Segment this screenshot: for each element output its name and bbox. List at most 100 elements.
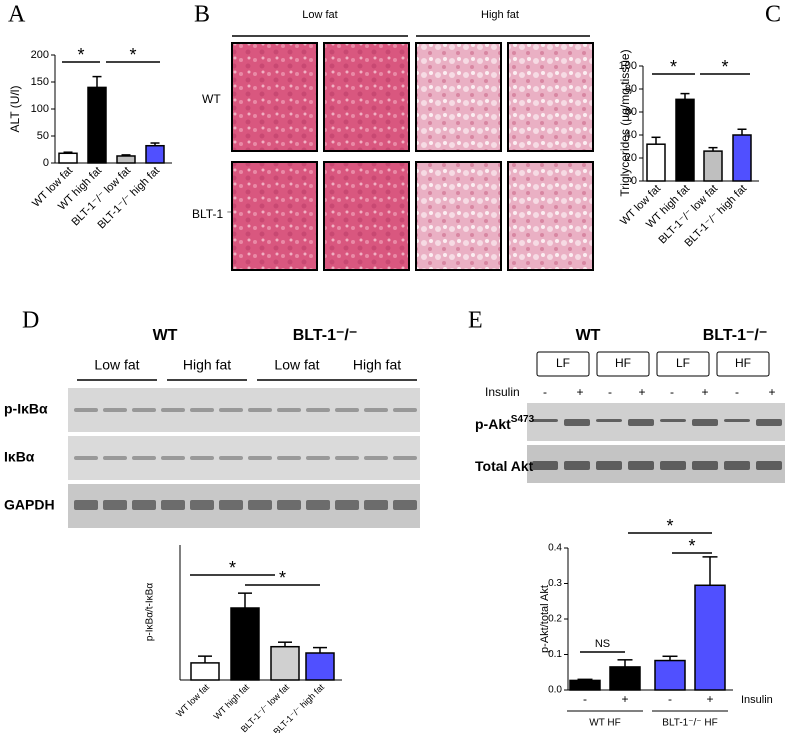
treatment-level: - [543,385,547,399]
bar [694,584,726,691]
blot-band [132,500,156,510]
blot-band [335,408,359,412]
blot-band [103,500,127,510]
y-tick-label: 0.1 [548,649,562,660]
bar [270,645,300,681]
x-tick-label: WT low fat [174,682,211,719]
blot-band [74,456,98,460]
significance-label: * [721,57,728,77]
blot-band [190,456,214,460]
blot-band [532,461,558,470]
histology-image [415,161,502,271]
blot-label: IκBα [4,449,35,465]
x-axis-label: Insulin [741,694,773,706]
significance-label: * [688,536,695,556]
treatment-level: + [576,385,583,399]
bar [305,652,335,681]
y-axis-label: p-Akt/total Akt [539,585,551,653]
column-label: Low fat [302,9,337,21]
diet-label: LF [676,356,690,370]
y-tick-label: 100 [619,60,637,72]
blot-name: Total Akt [475,458,534,474]
y-tick-label: 20 [625,152,637,164]
y-axis-label: p-IκBα/t-IκBα [145,583,156,641]
significance-label: * [77,45,84,65]
blot-band [248,456,272,460]
blot-band [364,408,388,412]
blot-band [596,461,622,470]
y-tick-label: 40 [625,129,637,141]
y-tick-label: 0.2 [548,614,562,625]
blot-band [277,456,301,460]
bar [569,679,601,691]
x-tick-label: + [621,692,628,706]
genotype-label: WT [153,327,178,344]
blot-band [724,461,750,470]
blot-band [103,456,127,460]
treatment-level: - [670,385,674,399]
y-tick-label: 150 [31,76,49,88]
y-tick-label: 0.4 [548,543,562,554]
significance-label: * [666,516,673,536]
diet-box [536,351,590,377]
bar [58,152,78,164]
bar [116,155,136,164]
diet-label: High fat [353,357,401,373]
treatment-level: + [768,385,775,399]
histology-image [415,42,502,152]
blot-band [132,456,156,460]
blot-band [277,500,301,510]
significance-label: * [129,45,136,65]
diet-label: High fat [183,357,231,373]
diet-label: Low fat [274,357,319,373]
blot-name: p-Akt [475,416,511,432]
blot-band [277,408,301,412]
blot-band [306,500,330,510]
histology-image [507,161,594,271]
blot-label: GAPDH [4,497,55,513]
blot-band [660,419,686,422]
significance-label: * [279,568,286,588]
panel-letter: E [468,308,483,334]
bar [654,659,686,691]
blot-band [596,419,622,422]
group-label: WT HF [589,718,620,729]
blot-band [161,500,185,510]
blot-band [393,456,417,460]
blot-band [564,419,590,426]
blot-band [103,408,127,412]
blot-band [306,456,330,460]
row-label: WT [202,92,221,106]
row-label: BLT-1 ⁻/⁻ [192,207,242,221]
blot-band [219,456,243,460]
y-axis-label: Triglycerides (µg/mg tissue) [618,49,632,196]
bar [145,144,165,164]
y-tick-label: 0 [631,175,637,187]
blot-band [393,500,417,510]
blot-band [219,500,243,510]
blot-band [335,456,359,460]
blot-band [219,408,243,412]
diet-label: HF [735,356,751,370]
blot-band [248,408,272,412]
y-axis-label: ALT (U/l) [8,86,22,133]
bar [87,86,107,164]
y-tick-label: 0.0 [548,685,562,696]
treatment-label: Insulin [485,385,520,399]
blot-superscript: S473 [511,414,535,425]
panel-letter: B [194,2,210,28]
y-tick-label: 100 [31,103,49,115]
histology-image [323,42,410,152]
blot-band [161,408,185,412]
blot-band [756,461,782,470]
y-tick-label: 0 [43,157,49,169]
column-label: High fat [481,9,519,21]
diet-label: Low fat [94,357,139,373]
y-tick-label: 60 [625,106,637,118]
bar [675,98,695,182]
significance-label: * [229,558,236,578]
blot-band [248,500,272,510]
treatment-level: + [638,385,645,399]
group-label: BLT-1⁻/⁻ HF [662,718,717,729]
